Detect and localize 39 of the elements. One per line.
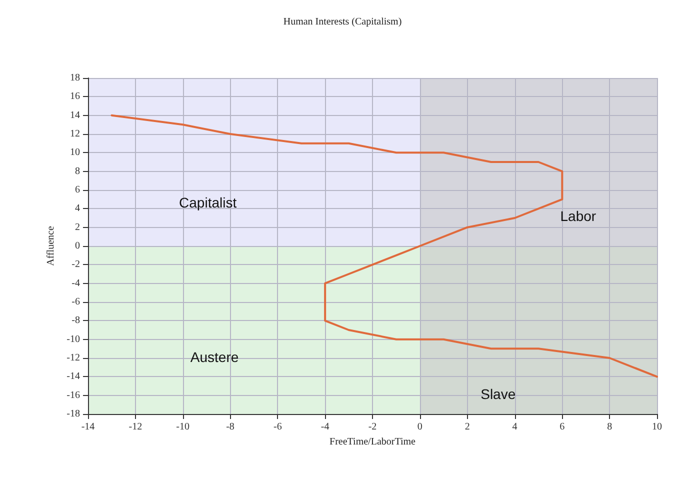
annotation: Capitalist	[179, 194, 237, 211]
x-tick-label: 0	[417, 422, 422, 432]
x-axis-title: FreeTime/LaborTime	[330, 436, 416, 448]
line-series	[110, 114, 658, 378]
y-tick-label: 12	[70, 128, 80, 140]
annotation: Labor	[560, 208, 596, 224]
y-tick-label: -2	[72, 259, 80, 270]
x-tick-label: -2	[368, 422, 377, 432]
y-tick-label: -18	[66, 408, 80, 420]
x-tick-label: -8	[226, 422, 234, 432]
chart-title: Human Interests (Capitalism)	[283, 16, 402, 28]
y-tick-label: 8	[75, 166, 80, 177]
y-tick-label: 4	[75, 203, 80, 214]
y-tick-label: -16	[66, 390, 80, 401]
y-tick-label: 2	[75, 222, 80, 233]
y-tick-label: -10	[66, 334, 80, 345]
y-tick-label: 10	[70, 147, 80, 158]
annotation: Austere	[190, 349, 239, 366]
y-tick-label: 16	[70, 91, 80, 102]
x-tick-label: -10	[176, 422, 190, 432]
y-tick-label: -6	[72, 296, 80, 308]
x-tick-label: -6	[273, 422, 282, 432]
annotation: Slave	[480, 386, 516, 402]
x-tick-label: 8	[607, 422, 612, 432]
y-axis-title: Affluence	[45, 226, 56, 266]
y-tick-label: 0	[75, 240, 80, 252]
x-tick-label: 10	[652, 422, 662, 432]
y-tick-label: 14	[70, 110, 80, 121]
y-tick-label: -4	[72, 278, 80, 289]
x-tick-label: -12	[128, 422, 142, 432]
x-tick-label: 6	[560, 422, 565, 432]
y-tick-label: 18	[70, 72, 80, 84]
y-tick-label: -14	[66, 371, 80, 382]
x-tick-label: 4	[512, 422, 518, 432]
y-tick-label: -8	[72, 315, 80, 326]
x-tick-label: 2	[464, 422, 470, 432]
y-tick-label: 6	[75, 184, 80, 196]
y-tick-label: -12	[66, 352, 80, 364]
x-tick-label: -4	[320, 422, 330, 432]
